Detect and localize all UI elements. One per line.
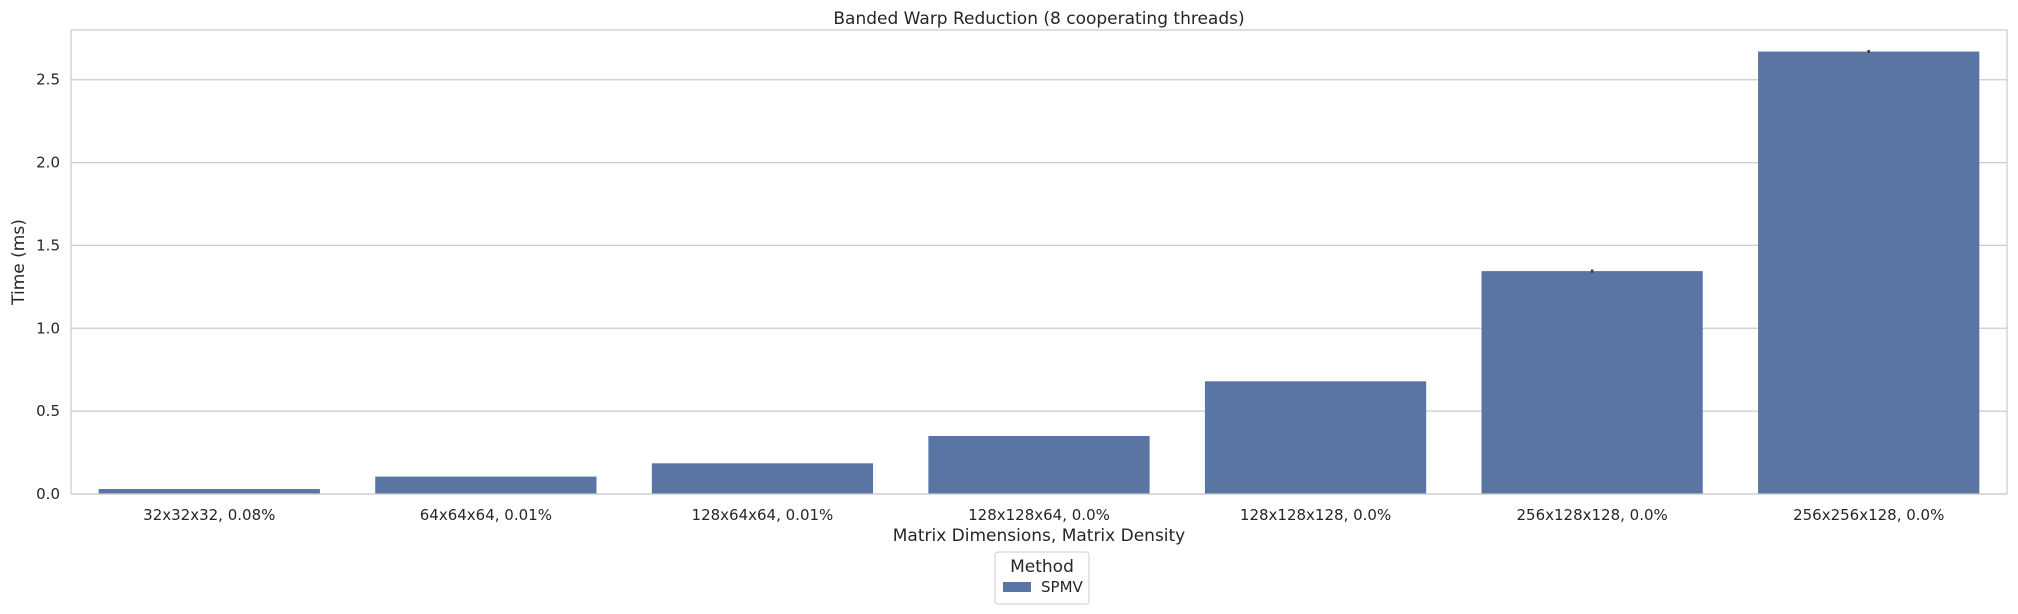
x-tick-label: 64x64x64, 0.01% (420, 506, 552, 524)
y-tick-label: 0.5 (36, 402, 60, 420)
y-tick-label: 0.0 (36, 485, 60, 503)
y-tick-label: 1.0 (36, 319, 60, 337)
y-tick-label: 1.5 (36, 236, 60, 254)
legend-swatch (1003, 582, 1031, 592)
x-tick-label: 32x32x32, 0.08% (143, 506, 275, 524)
bar (928, 436, 1150, 494)
legend-items: SPMV (1003, 578, 1084, 596)
bar (98, 489, 320, 494)
x-axis-title: Matrix Dimensions, Matrix Density (893, 526, 1186, 546)
bar (1481, 271, 1703, 494)
x-tick-label: 256x128x128, 0.0% (1516, 506, 1667, 524)
error-bars-group (1590, 49, 1870, 273)
legend-label: SPMV (1041, 578, 1084, 596)
chart-title: Banded Warp Reduction (8 cooperating thr… (833, 9, 1244, 29)
y-gridlines (71, 79, 2007, 495)
x-tick-label: 256x256x128, 0.0% (1793, 506, 1944, 524)
x-tick-label: 128x64x64, 0.01% (692, 506, 834, 524)
bar (1204, 381, 1427, 494)
y-axis-ticks: 0.0 0.5 1.0 1.5 2.0 2.5 (36, 71, 60, 503)
bars-group (98, 51, 1980, 495)
bar (1758, 51, 1980, 495)
bar (375, 476, 597, 494)
y-tick-label: 2.5 (36, 71, 60, 89)
y-axis-title: Time (ms) (9, 219, 29, 306)
x-axis-ticks: 32x32x32, 0.08% 64x64x64, 0.01% 128x64x64,… (143, 506, 1944, 524)
y-tick-label: 2.0 (36, 154, 60, 172)
x-tick-label: 128x128x128, 0.0% (1240, 506, 1391, 524)
x-tick-label: 128x128x64, 0.0% (968, 506, 1110, 524)
plot-frame (70, 29, 2008, 495)
bar (651, 463, 874, 494)
legend: Method SPMV (994, 551, 1090, 605)
legend-title: Method (1010, 557, 1074, 577)
